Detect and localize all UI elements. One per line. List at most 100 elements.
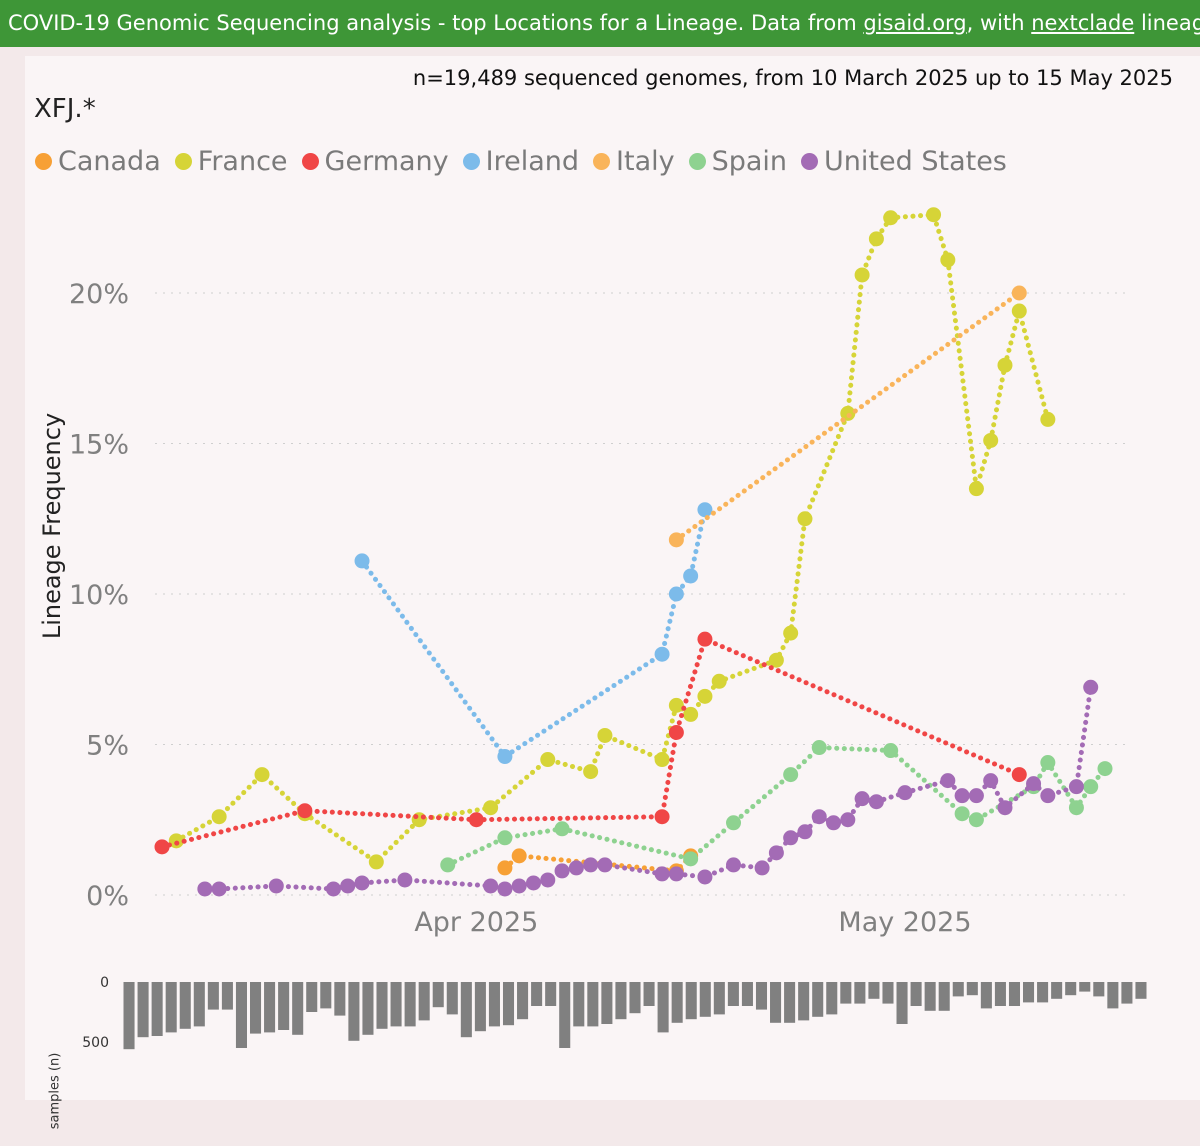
data-point (497, 830, 513, 846)
series-germany (154, 631, 1027, 855)
data-point (940, 773, 956, 789)
title-banner: COVID-19 Genomic Sequencing analysis - t… (0, 0, 1200, 47)
data-point (497, 860, 513, 876)
data-point (554, 863, 570, 879)
data-point (1040, 411, 1056, 427)
legend-label: Italy (616, 146, 675, 177)
data-point (683, 851, 699, 867)
sample-bar (994, 982, 1006, 1006)
data-point (683, 706, 699, 722)
data-point (525, 875, 541, 891)
data-point (483, 800, 499, 816)
sample-bar (292, 982, 304, 1035)
legend-item-france[interactable]: France (174, 146, 288, 177)
data-point (354, 553, 370, 569)
data-point (197, 881, 213, 897)
data-point (954, 806, 970, 822)
data-point (511, 848, 527, 864)
sample-bar (952, 982, 964, 997)
data-point (211, 809, 227, 825)
data-point (954, 788, 970, 804)
series-france (168, 207, 1056, 870)
data-point (697, 688, 713, 704)
data-point (697, 869, 713, 885)
data-point (783, 767, 799, 783)
sample-bar (1008, 982, 1021, 1006)
sample-bar (699, 982, 711, 1017)
sample-bar (671, 982, 683, 1023)
sample-bar (418, 982, 430, 1021)
chart-title: XFJ.* (34, 94, 96, 124)
data-point (940, 252, 956, 268)
data-point (997, 800, 1013, 816)
data-point (497, 881, 513, 897)
sample-bar (573, 982, 585, 1027)
series-united-states (197, 679, 1099, 897)
sample-bar (474, 982, 486, 1032)
sample-bar (362, 982, 374, 1035)
legend-label: Germany (324, 146, 449, 177)
sample-bar (798, 982, 810, 1021)
data-point (211, 881, 227, 897)
gisaid-link[interactable]: gisaid.org (863, 11, 967, 35)
sample-bar (854, 982, 866, 1004)
legend-item-germany[interactable]: Germany (301, 146, 449, 177)
data-point (540, 872, 556, 888)
data-point (668, 866, 684, 882)
samples-tick-label: 0 (100, 975, 109, 991)
data-point (968, 812, 984, 828)
data-point (1097, 761, 1113, 777)
sample-bar (278, 982, 290, 1030)
sample-bar (629, 982, 641, 1014)
series-line (673, 290, 1022, 543)
sample-bar (1093, 982, 1105, 997)
data-point (697, 502, 713, 518)
legend-item-ireland[interactable]: Ireland (462, 146, 579, 177)
banner-prefix: COVID-19 Genomic Sequencing analysis - t… (8, 11, 864, 35)
data-point (968, 481, 984, 497)
data-point (583, 764, 599, 780)
data-point (826, 815, 842, 831)
sample-bar (1051, 982, 1063, 999)
data-point (726, 815, 742, 831)
sample-bar (348, 982, 360, 1041)
series-ireland (354, 502, 713, 765)
legend-item-canada[interactable]: Canada (35, 146, 161, 177)
sample-bar (755, 982, 768, 1010)
legend-item-united-states[interactable]: United States (801, 146, 1007, 177)
data-point (897, 785, 913, 801)
sample-bar (882, 982, 894, 1004)
legend-item-italy[interactable]: Italy (593, 146, 675, 177)
sample-bar (137, 982, 149, 1038)
x-tick-label: Apr 2025 (414, 907, 538, 938)
data-point (983, 773, 999, 789)
legend-label: France (197, 146, 288, 177)
sample-bar (165, 982, 177, 1033)
legend-item-spain[interactable]: Spain (688, 146, 787, 177)
sample-bar (404, 982, 416, 1027)
data-point (511, 878, 527, 894)
legend-marker (301, 153, 319, 170)
sample-bar (432, 982, 444, 1008)
sample-bar (587, 982, 599, 1027)
sample-bar (685, 982, 697, 1020)
data-point (997, 357, 1013, 373)
sample-bar (1079, 982, 1091, 992)
legend-marker (688, 153, 706, 170)
series-line (173, 212, 1051, 865)
legend-marker (35, 153, 52, 170)
sample-bar (784, 982, 796, 1023)
data-point (668, 532, 684, 548)
data-point (597, 857, 613, 873)
data-point (726, 857, 742, 873)
data-point (411, 812, 427, 828)
sample-bar (966, 982, 978, 996)
sample-bar (221, 982, 233, 1010)
legend-marker (593, 153, 611, 170)
sample-bar (517, 982, 529, 1020)
samples-bars (123, 982, 1147, 1050)
nextclade-link[interactable]: nextclade (1031, 11, 1135, 35)
legend-marker (462, 153, 480, 170)
sample-bar (615, 982, 627, 1020)
data-point (597, 727, 613, 743)
